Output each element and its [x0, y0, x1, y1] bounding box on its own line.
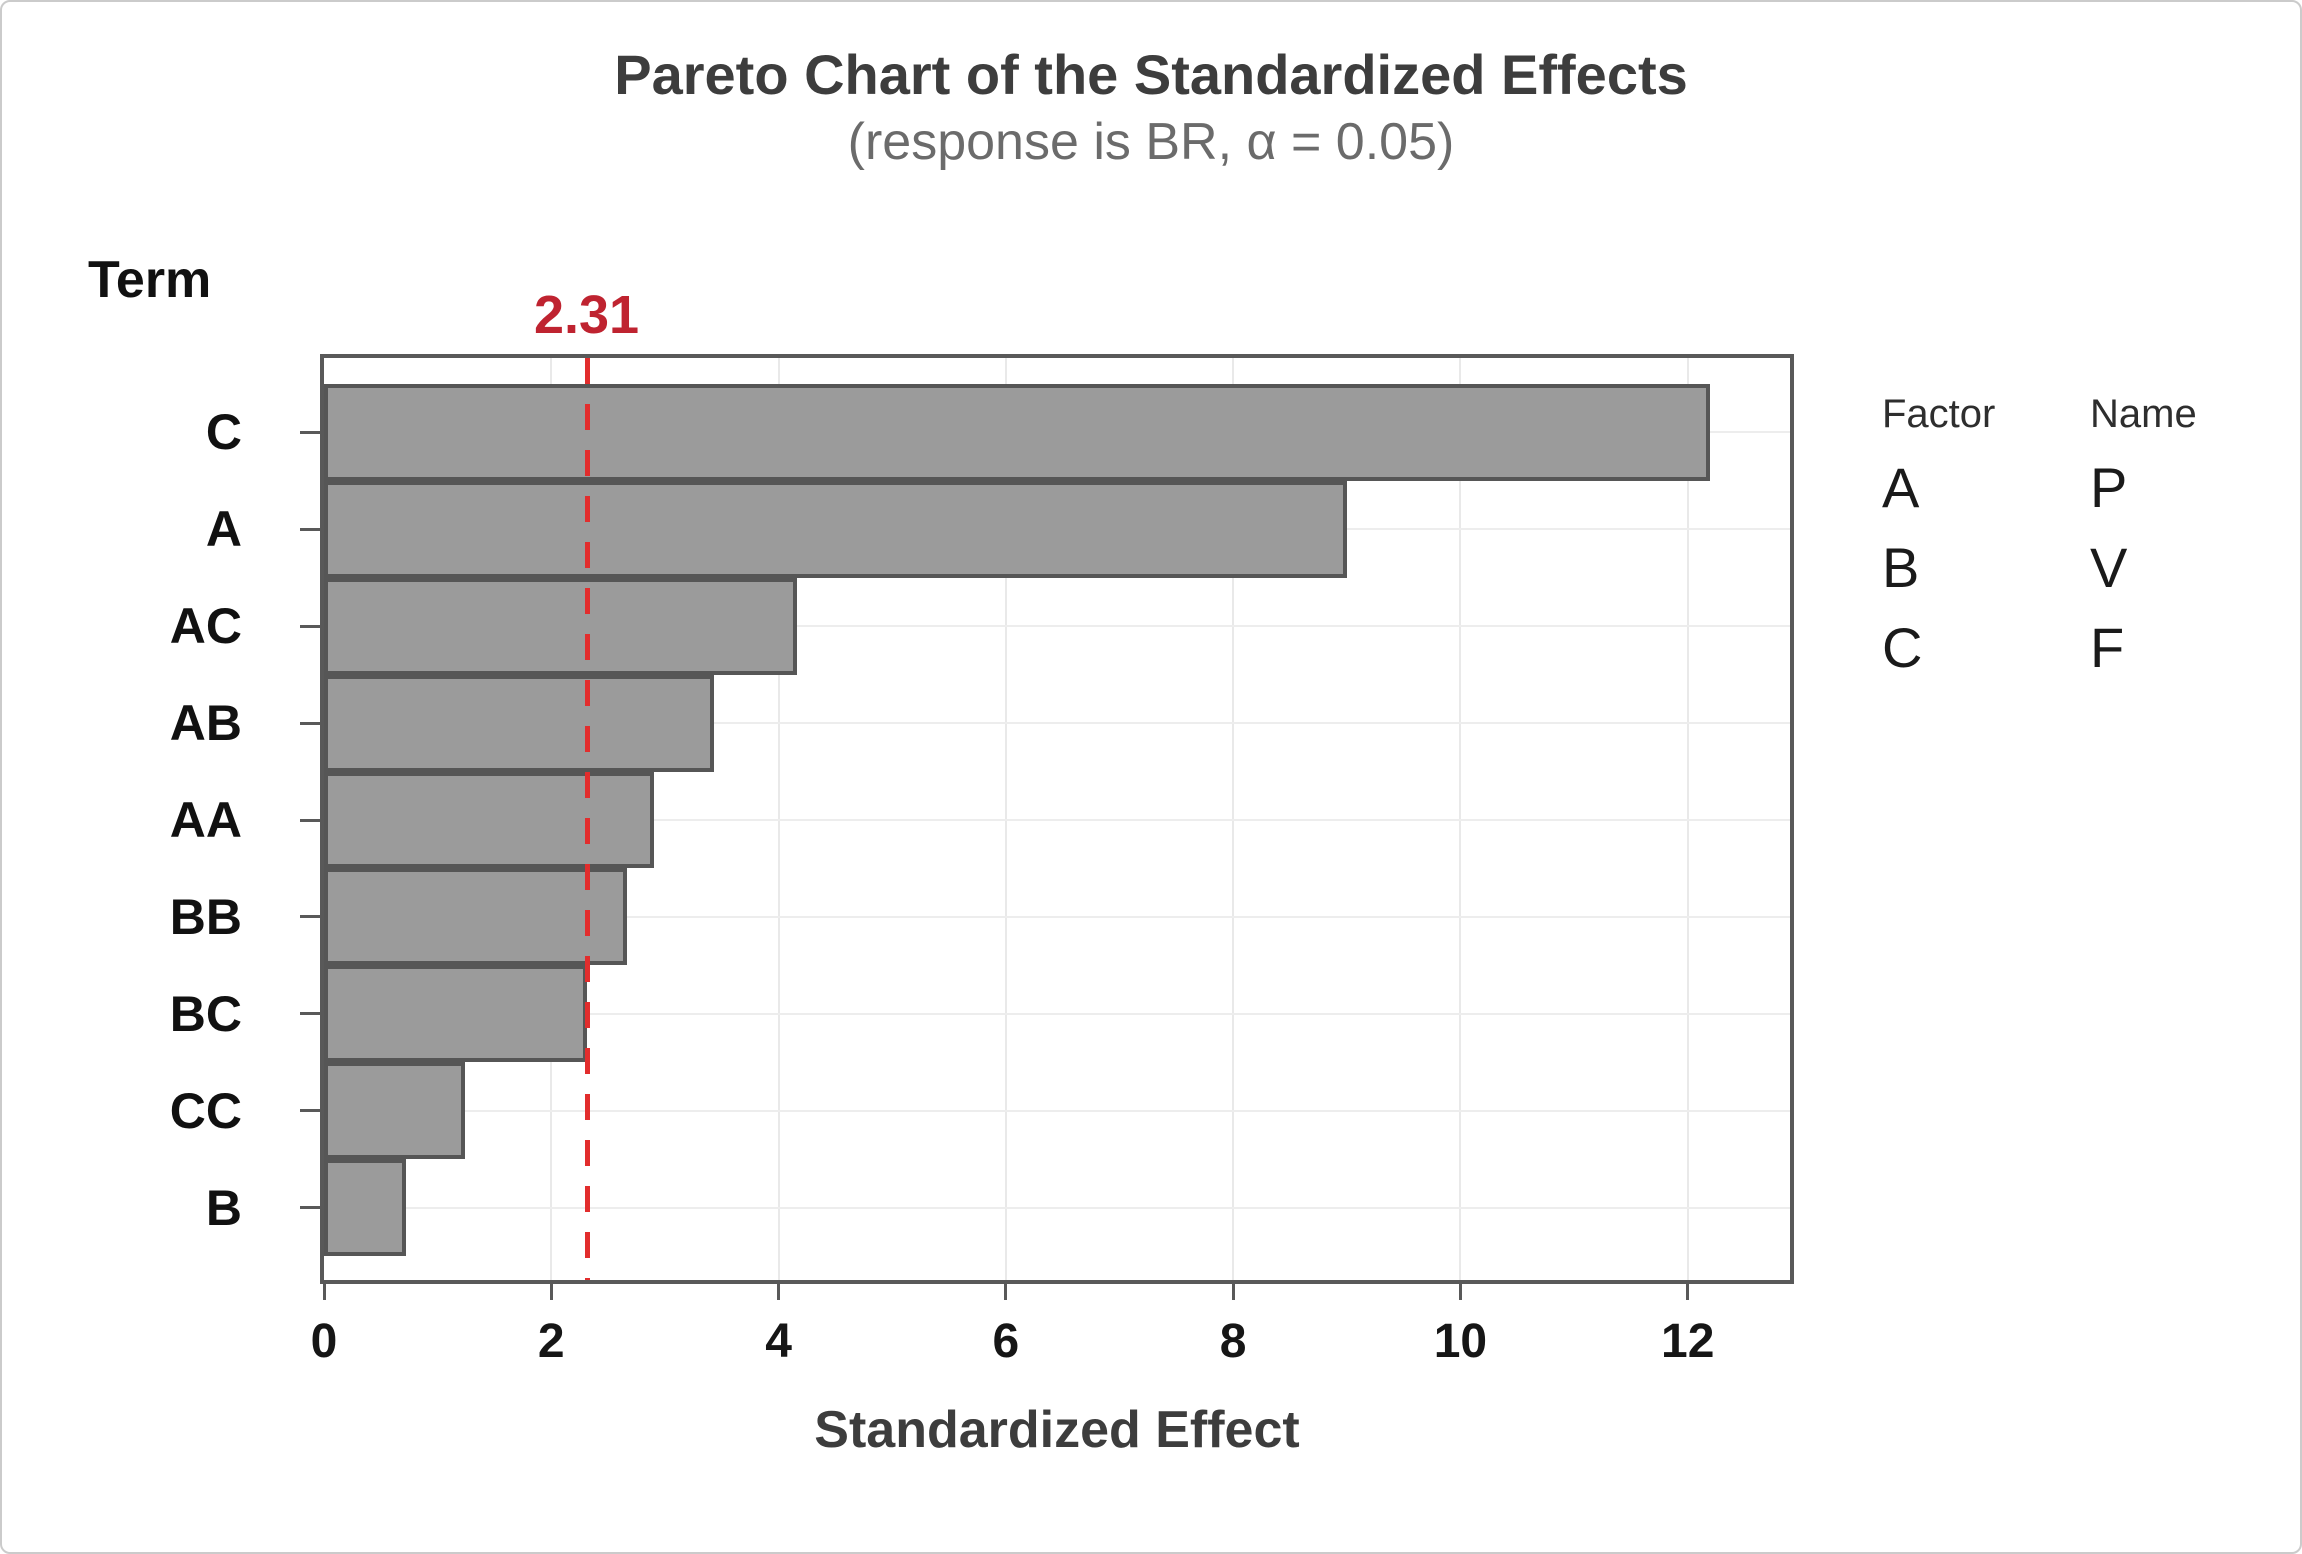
y-tick-BB	[300, 915, 320, 919]
bar-BC	[324, 965, 587, 1063]
x-tick-4	[777, 1284, 781, 1300]
gridline-row-AC	[324, 625, 1790, 628]
chart-subtitle: (response is BR, α = 0.05)	[847, 113, 1455, 171]
gridline-row-AA	[324, 819, 1790, 821]
legend-name: P	[2090, 456, 2128, 519]
legend-factor: A	[1882, 456, 1920, 519]
legend-headers: Factor Name	[1882, 392, 2262, 437]
x-tick-label-12: 12	[1661, 1315, 1715, 1368]
term-label-BC: BC	[169, 985, 242, 1042]
legend-header-name: Name	[2090, 392, 2197, 436]
bar-B	[324, 1159, 406, 1256]
term-label-A: A	[205, 501, 242, 558]
x-axis-title: Standardized Effect	[814, 1401, 1300, 1459]
gridline-row-AB	[324, 722, 1790, 725]
x-tick-label-10: 10	[1433, 1315, 1488, 1368]
bar-AB	[324, 674, 714, 772]
y-axis-title: Term	[88, 251, 212, 309]
bar-BB	[324, 868, 628, 966]
x-tick-label-0: 0	[310, 1315, 338, 1368]
bar-CC	[324, 1062, 465, 1160]
x-tick-0	[322, 1284, 326, 1300]
term-label-AA: AA	[169, 792, 242, 848]
x-tick-label-2: 2	[537, 1315, 565, 1368]
x-tick-10	[1458, 1284, 1462, 1300]
gridline-row-BB	[324, 915, 1790, 918]
x-tick-12	[1686, 1284, 1690, 1300]
reference-line	[584, 358, 590, 1280]
y-tick-AA	[300, 818, 320, 822]
bar-AC	[324, 577, 797, 675]
x-tick-8	[1231, 1284, 1235, 1300]
gridline-row-BC	[324, 1012, 1790, 1015]
bar-C	[324, 384, 1711, 481]
term-label-BB: BB	[169, 888, 242, 945]
x-tick-label-8: 8	[1219, 1315, 1247, 1368]
term-label-AB: AB	[169, 695, 242, 752]
y-tick-AB	[300, 721, 320, 725]
term-label-B: B	[205, 1179, 242, 1236]
y-tick-C	[300, 430, 320, 434]
chart-title: Pareto Chart of the Standardized Effects	[614, 43, 1688, 106]
legend-factor: B	[1882, 536, 1920, 599]
gridline-row-B	[324, 1206, 1790, 1209]
bar-AA	[324, 771, 654, 869]
term-label-C: C	[205, 404, 242, 461]
legend-name: F	[2090, 616, 2125, 679]
x-tick-label-4: 4	[765, 1315, 792, 1368]
legend-header-factor: Factor	[1882, 392, 1996, 436]
x-tick-2	[549, 1284, 553, 1300]
term-label-CC: CC	[169, 1082, 242, 1139]
bar-A	[324, 480, 1347, 578]
x-tick-6	[1004, 1284, 1008, 1300]
y-tick-BC	[300, 1012, 320, 1016]
legend-factor: C	[1882, 616, 1923, 679]
reference-line-label: 2.31	[533, 285, 640, 345]
gridline-row-CC	[324, 1109, 1790, 1112]
y-tick-A	[300, 527, 320, 531]
y-tick-AC	[300, 624, 320, 628]
legend-name: V	[2090, 536, 2128, 599]
y-tick-CC	[300, 1109, 320, 1113]
x-tick-label-6: 6	[992, 1315, 1020, 1368]
term-label-AC: AC	[169, 598, 242, 655]
plot-area	[320, 354, 1794, 1284]
y-tick-B	[300, 1206, 320, 1210]
